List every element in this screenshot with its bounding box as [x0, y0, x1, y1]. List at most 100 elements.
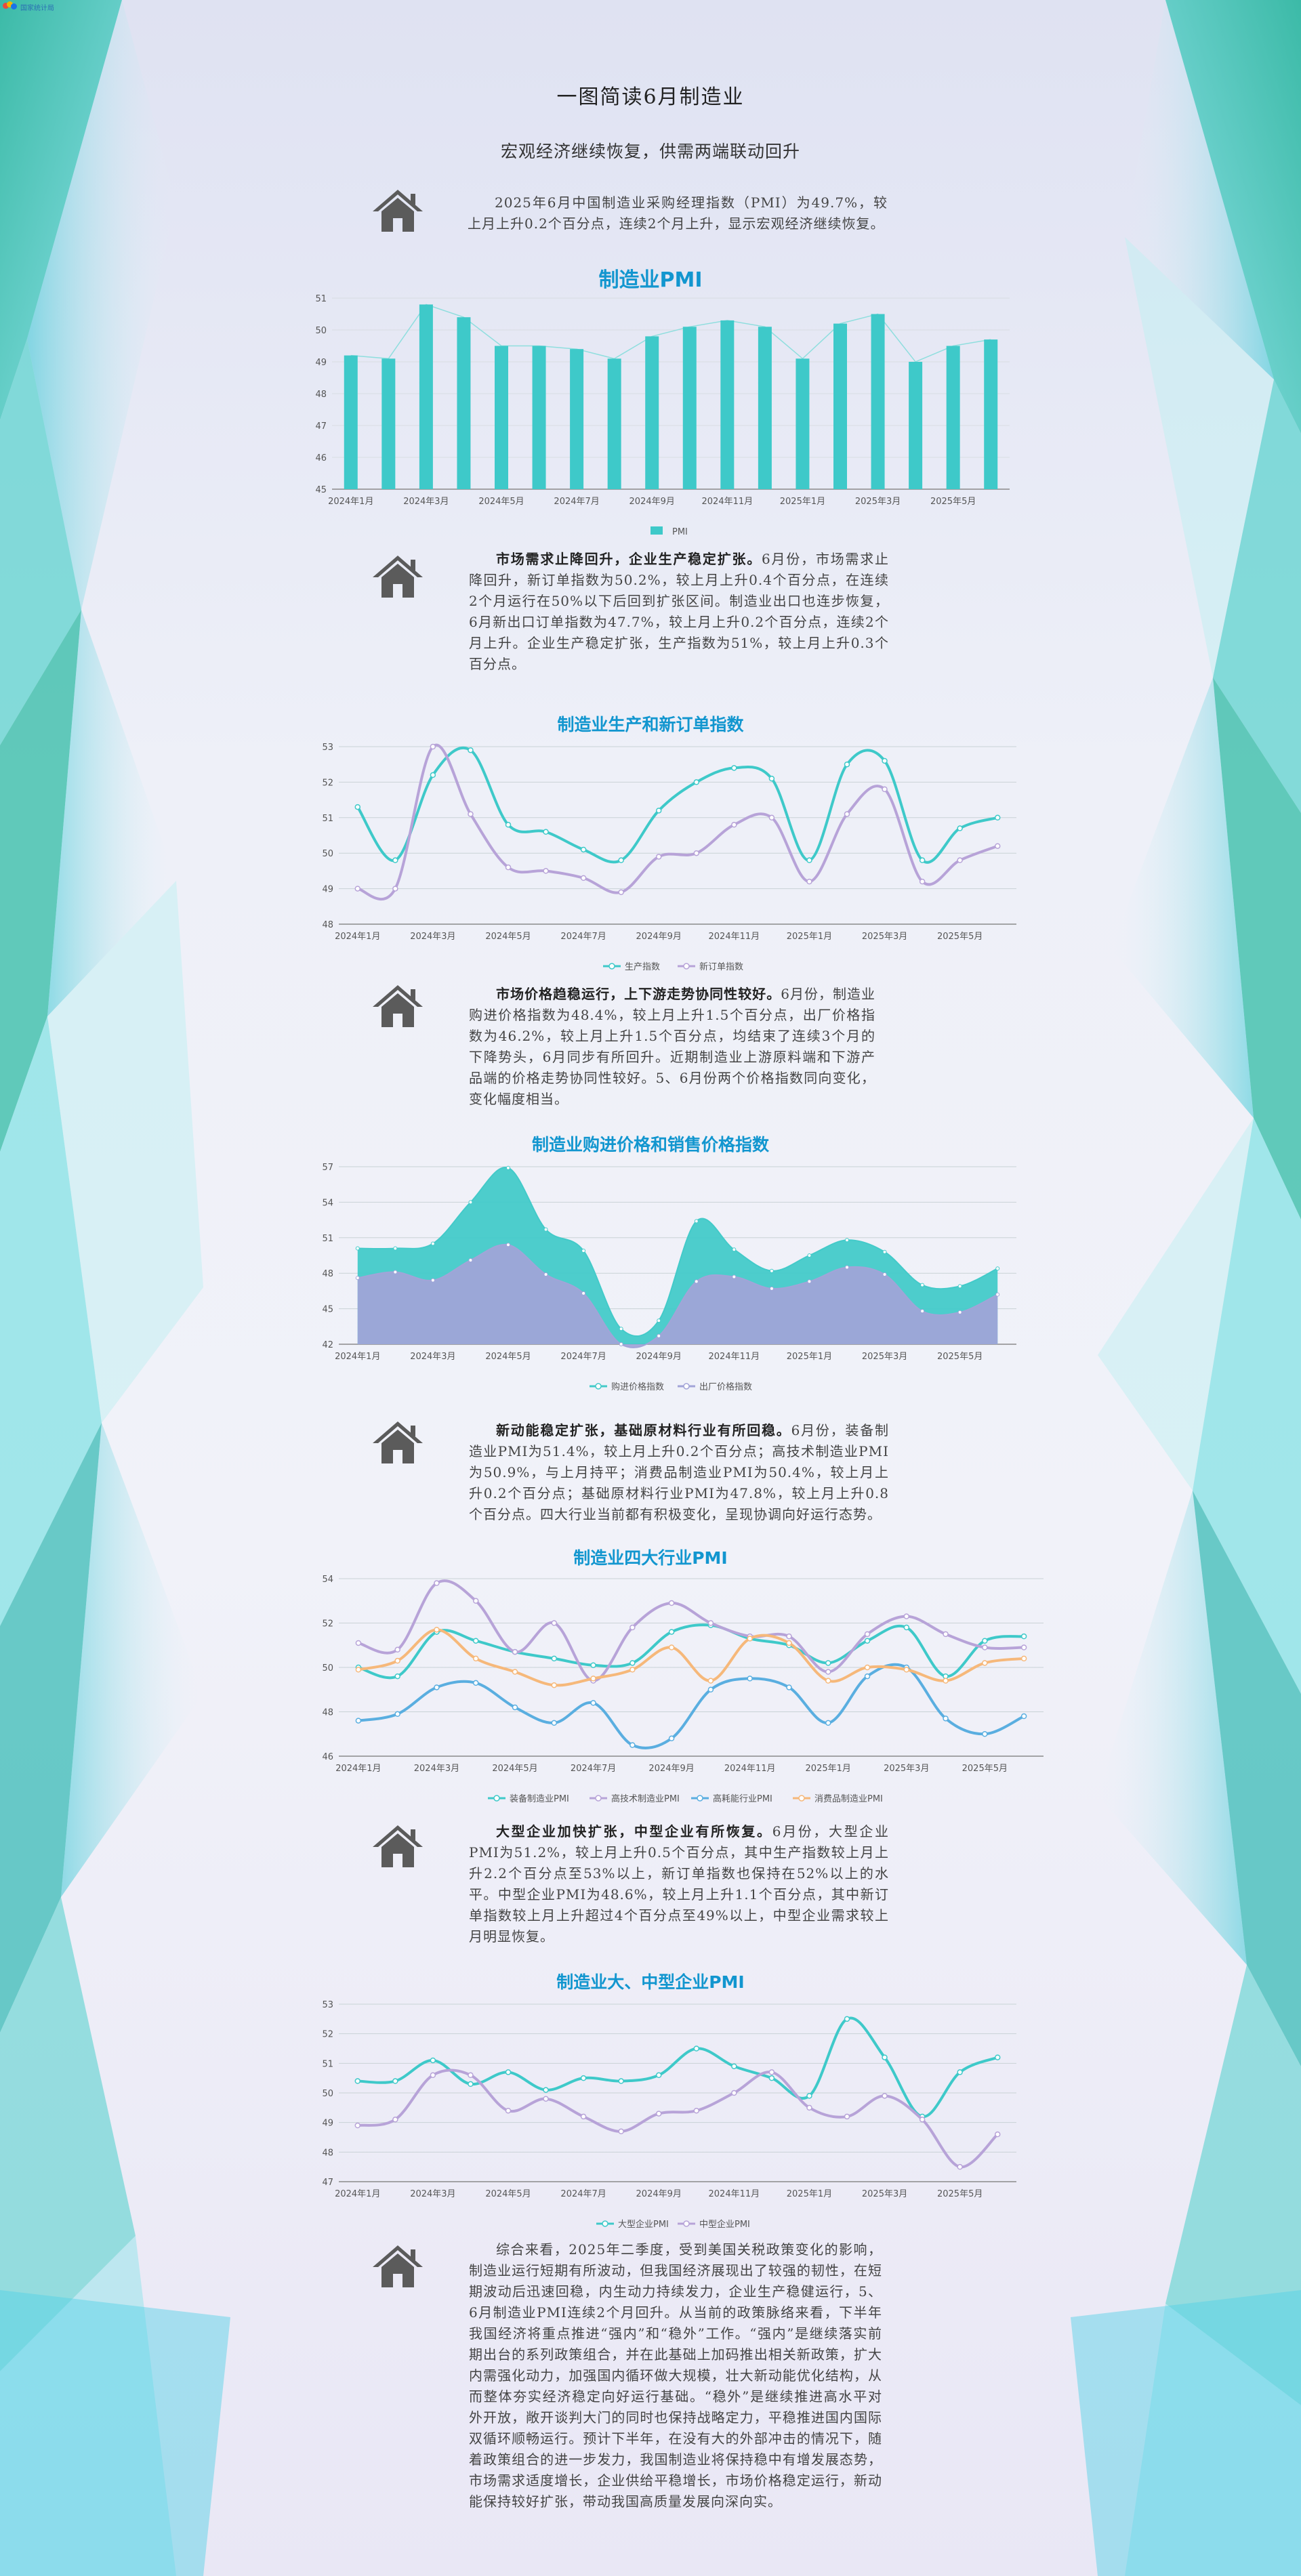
- data-point: [844, 761, 850, 768]
- x-tick-label: 2025年3月: [862, 2189, 907, 2199]
- y-tick-label: 50: [322, 2089, 333, 2099]
- logo: 国家统计局: [3, 1, 54, 12]
- legend-marker: [595, 1795, 602, 1802]
- section-paragraph-3: 市场价格趋稳运行，上下游走势协同性较好。6月份，制造业购进价格指数为48.4%，…: [469, 984, 875, 1110]
- data-point: [864, 1664, 871, 1671]
- data-point: [394, 1646, 400, 1653]
- section-paragraph-1: 2025年6月中国制造业采购经理指数（PMI）为49.7%，较上月上升0.2个百…: [468, 192, 888, 234]
- data-point: [629, 1624, 636, 1631]
- data-point: [747, 1676, 753, 1682]
- data-point: [580, 2075, 587, 2081]
- x-tick-label: 2024年5月: [485, 1352, 531, 1362]
- x-tick-label: 2024年5月: [485, 2189, 531, 2199]
- x-tick-label: 2024年7月: [554, 497, 599, 507]
- data-point: [430, 1278, 435, 1283]
- x-tick-label: 2025年1月: [787, 932, 832, 942]
- data-point: [355, 1640, 362, 1646]
- legend-label: PMI: [672, 527, 688, 537]
- series-line-1: [357, 743, 998, 901]
- data-point: [393, 1270, 398, 1274]
- y-tick-label: 42: [322, 1340, 333, 1350]
- data-point: [731, 822, 737, 828]
- data-point: [957, 2069, 963, 2075]
- pmi-bar: [758, 327, 772, 489]
- x-tick-label: 2024年5月: [478, 497, 524, 507]
- data-point: [957, 857, 963, 863]
- data-point: [707, 1686, 714, 1692]
- data-point: [618, 2078, 624, 2084]
- x-tick-label: 2024年11月: [709, 932, 760, 942]
- right-crystal-decoration: [1071, 0, 1301, 2576]
- data-point: [786, 1633, 792, 1640]
- x-tick-label: 2024年11月: [709, 1352, 760, 1362]
- x-tick-label: 2025年1月: [787, 1352, 832, 1362]
- y-tick-label: 53: [322, 2000, 333, 2010]
- data-point: [668, 1735, 675, 1742]
- data-point: [505, 2107, 512, 2114]
- data-point: [769, 1286, 774, 1291]
- data-point: [882, 1249, 887, 1254]
- data-point: [982, 1660, 988, 1666]
- data-point: [882, 2093, 888, 2099]
- data-point: [693, 2045, 700, 2052]
- data-point: [472, 1680, 479, 1686]
- x-tick-label: 2025年5月: [937, 932, 983, 942]
- y-tick-label: 46: [315, 453, 327, 463]
- data-point: [430, 772, 436, 778]
- legend-label: 大型企业PMI: [618, 2219, 669, 2230]
- y-tick-label: 57: [322, 1163, 333, 1173]
- pmi-bar: [344, 355, 358, 489]
- data-point: [982, 1638, 988, 1644]
- data-point: [472, 1638, 479, 1644]
- section-paragraph-2: 市场需求止降回升，企业生产稳定扩张。6月份，市场需求止降回升，新订单指数为50.…: [469, 549, 889, 675]
- y-tick-label: 52: [322, 1619, 333, 1629]
- data-point: [1020, 1713, 1027, 1720]
- data-point: [903, 1667, 910, 1673]
- data-point: [543, 868, 549, 874]
- data-point: [694, 1279, 699, 1284]
- x-tick-label: 2024年7月: [560, 1352, 606, 1362]
- data-point: [694, 1219, 699, 1224]
- data-point: [731, 765, 737, 771]
- y-tick-label: 54: [322, 1198, 333, 1208]
- pmi-bar: [871, 314, 885, 489]
- data-point: [551, 1655, 558, 1662]
- data-point: [994, 2131, 1001, 2138]
- pmi-bar: [381, 358, 396, 489]
- legend-label: 购进价格指数: [611, 1382, 664, 1392]
- data-point: [590, 1662, 596, 1668]
- left-crystal-decoration: [0, 0, 230, 2576]
- legend-marker: [683, 963, 690, 970]
- x-tick-label: 2024年9月: [636, 932, 682, 942]
- x-tick-label: 2025年3月: [862, 1352, 907, 1362]
- series-line-0: [356, 746, 998, 864]
- x-tick-label: 2025年3月: [884, 1764, 929, 1774]
- section-lead: 市场需求止降回升，企业生产稳定扩张。: [496, 551, 762, 567]
- section-lead: 市场价格趋稳运行，上下游走势协同性较好。: [496, 986, 781, 1002]
- y-tick-label: 52: [322, 2030, 333, 2040]
- data-point: [882, 757, 888, 764]
- data-point: [505, 822, 512, 828]
- data-point: [551, 1720, 558, 1726]
- data-point: [581, 1249, 586, 1253]
- data-point: [468, 2072, 474, 2079]
- legend-swatch: [650, 526, 663, 535]
- x-tick-label: 2024年5月: [492, 1764, 537, 1774]
- y-tick-label: 51: [315, 294, 327, 304]
- chart-title-production: 制造业生产和新订单指数: [557, 715, 744, 734]
- data-point: [943, 1716, 949, 1722]
- data-point: [551, 1682, 558, 1688]
- data-point: [543, 1272, 548, 1276]
- chart-title-price: 制造业购进价格和销售价格指数: [531, 1135, 769, 1155]
- data-point: [619, 1327, 623, 1331]
- x-tick-label: 2025年1月: [806, 1764, 851, 1774]
- legend-marker: [798, 1795, 805, 1802]
- data-point: [355, 1718, 362, 1724]
- section-paragraph-5: 大型企业加快扩张，中型企业有所恢复。6月份，大型企业PMI为51.2%，较上月上…: [469, 1821, 889, 1947]
- x-tick-label: 2024年1月: [328, 497, 373, 507]
- legend-label: 出厂价格指数: [699, 1382, 752, 1392]
- data-point: [920, 1309, 925, 1314]
- data-point: [768, 775, 775, 782]
- section-lead: 大型企业加快扩张，中型企业有所恢复。: [496, 1823, 772, 1840]
- data-point: [468, 1258, 473, 1262]
